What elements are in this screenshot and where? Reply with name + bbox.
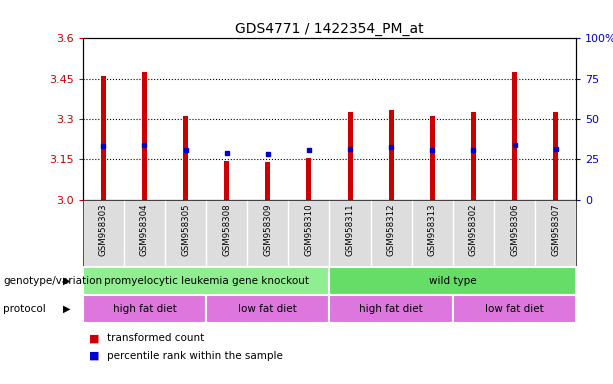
Text: genotype/variation: genotype/variation bbox=[3, 276, 102, 286]
Bar bbox=[453, 295, 576, 323]
Text: GSM958308: GSM958308 bbox=[222, 203, 231, 256]
Bar bbox=[389, 110, 394, 200]
Text: GSM958304: GSM958304 bbox=[140, 203, 149, 256]
Bar bbox=[348, 112, 352, 200]
Text: GSM958307: GSM958307 bbox=[551, 203, 560, 256]
Bar bbox=[142, 72, 147, 200]
Bar bbox=[183, 116, 188, 200]
Text: GSM958310: GSM958310 bbox=[305, 203, 313, 256]
Bar bbox=[330, 295, 453, 323]
Text: GSM958303: GSM958303 bbox=[99, 203, 108, 256]
Bar bbox=[265, 162, 270, 200]
Text: GSM958305: GSM958305 bbox=[181, 203, 190, 256]
Bar bbox=[553, 112, 558, 200]
Text: protocol: protocol bbox=[3, 304, 46, 314]
Text: ■: ■ bbox=[89, 333, 99, 343]
Bar bbox=[83, 295, 206, 323]
Text: high fat diet: high fat diet bbox=[359, 304, 423, 314]
Text: promyelocytic leukemia gene knockout: promyelocytic leukemia gene knockout bbox=[104, 276, 308, 286]
Text: GSM958313: GSM958313 bbox=[428, 203, 437, 256]
Text: GSM958311: GSM958311 bbox=[346, 203, 354, 256]
Text: GSM958306: GSM958306 bbox=[510, 203, 519, 256]
Text: low fat diet: low fat diet bbox=[485, 304, 544, 314]
Bar bbox=[83, 267, 330, 295]
Text: ▶: ▶ bbox=[63, 276, 70, 286]
Text: ▶: ▶ bbox=[63, 304, 70, 314]
Bar bbox=[512, 72, 517, 200]
Text: GSM958302: GSM958302 bbox=[469, 203, 478, 256]
Bar bbox=[206, 295, 330, 323]
Text: wild type: wild type bbox=[429, 276, 477, 286]
Text: low fat diet: low fat diet bbox=[238, 304, 297, 314]
Text: GSM958312: GSM958312 bbox=[387, 203, 395, 256]
Bar bbox=[430, 116, 435, 200]
Text: GSM958309: GSM958309 bbox=[264, 203, 272, 255]
Text: transformed count: transformed count bbox=[107, 333, 205, 343]
Bar bbox=[306, 158, 311, 200]
Bar bbox=[101, 76, 106, 200]
Text: high fat diet: high fat diet bbox=[113, 304, 177, 314]
Text: ■: ■ bbox=[89, 351, 99, 361]
Title: GDS4771 / 1422354_PM_at: GDS4771 / 1422354_PM_at bbox=[235, 22, 424, 36]
Bar bbox=[224, 161, 229, 200]
Bar bbox=[471, 112, 476, 200]
Text: percentile rank within the sample: percentile rank within the sample bbox=[107, 351, 283, 361]
Bar bbox=[330, 267, 576, 295]
